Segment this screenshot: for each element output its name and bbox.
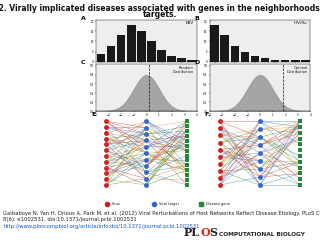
Bar [301, 60, 310, 62]
Bar [188, 60, 196, 62]
Text: COMPUTATIONAL BIOLOGY: COMPUTATIONAL BIOLOGY [219, 232, 305, 237]
Text: B: B [195, 16, 199, 21]
Bar [291, 60, 300, 62]
Text: 8(6): e1002531. doi:10.1371/journal.pcbi.1002531: 8(6): e1002531. doi:10.1371/journal.pcbi… [3, 217, 137, 222]
Bar [271, 60, 279, 62]
Text: Figure 2. Virally implicated diseases associated with genes in the neighborhoods: Figure 2. Virally implicated diseases as… [0, 4, 320, 13]
Bar [177, 58, 186, 62]
Bar [241, 52, 249, 62]
Bar [210, 25, 219, 62]
Text: S: S [210, 226, 218, 238]
Bar [220, 35, 229, 62]
Bar [127, 25, 136, 62]
Text: Random
Distribution: Random Distribution [173, 66, 194, 74]
Bar [157, 50, 166, 62]
Text: D: D [195, 60, 200, 64]
Text: Optimal
Distribution: Optimal Distribution [286, 66, 308, 74]
Bar [251, 56, 259, 62]
Bar [137, 31, 146, 62]
Text: PL: PL [184, 226, 200, 238]
Bar [281, 60, 290, 62]
Text: Viral target: Viral target [159, 202, 179, 206]
Bar [261, 58, 269, 62]
Text: targets.: targets. [143, 10, 177, 19]
Bar [147, 41, 156, 62]
Text: Virus: Virus [112, 202, 121, 206]
Text: O: O [201, 226, 211, 238]
Text: Disease gene: Disease gene [206, 202, 230, 206]
Bar [107, 45, 116, 62]
Text: HIV/flu: HIV/flu [294, 21, 308, 25]
Bar [97, 54, 105, 62]
Text: C: C [81, 60, 85, 64]
Text: F: F [204, 112, 209, 117]
Text: EBV: EBV [186, 21, 194, 25]
Text: Gaibaboye N, Yan H, Drious A, Park M, et al. (2012) Viral Perturbations of Host : Gaibaboye N, Yan H, Drious A, Park M, et… [3, 211, 320, 216]
Bar [117, 35, 125, 62]
Text: http://www.ploscompbiol.org/article/info:doi/10.1371/journal.pcbi.1002531: http://www.ploscompbiol.org/article/info… [3, 224, 200, 228]
Bar [230, 45, 239, 62]
Text: E: E [91, 112, 95, 117]
Text: A: A [81, 16, 86, 21]
Bar [167, 56, 176, 62]
